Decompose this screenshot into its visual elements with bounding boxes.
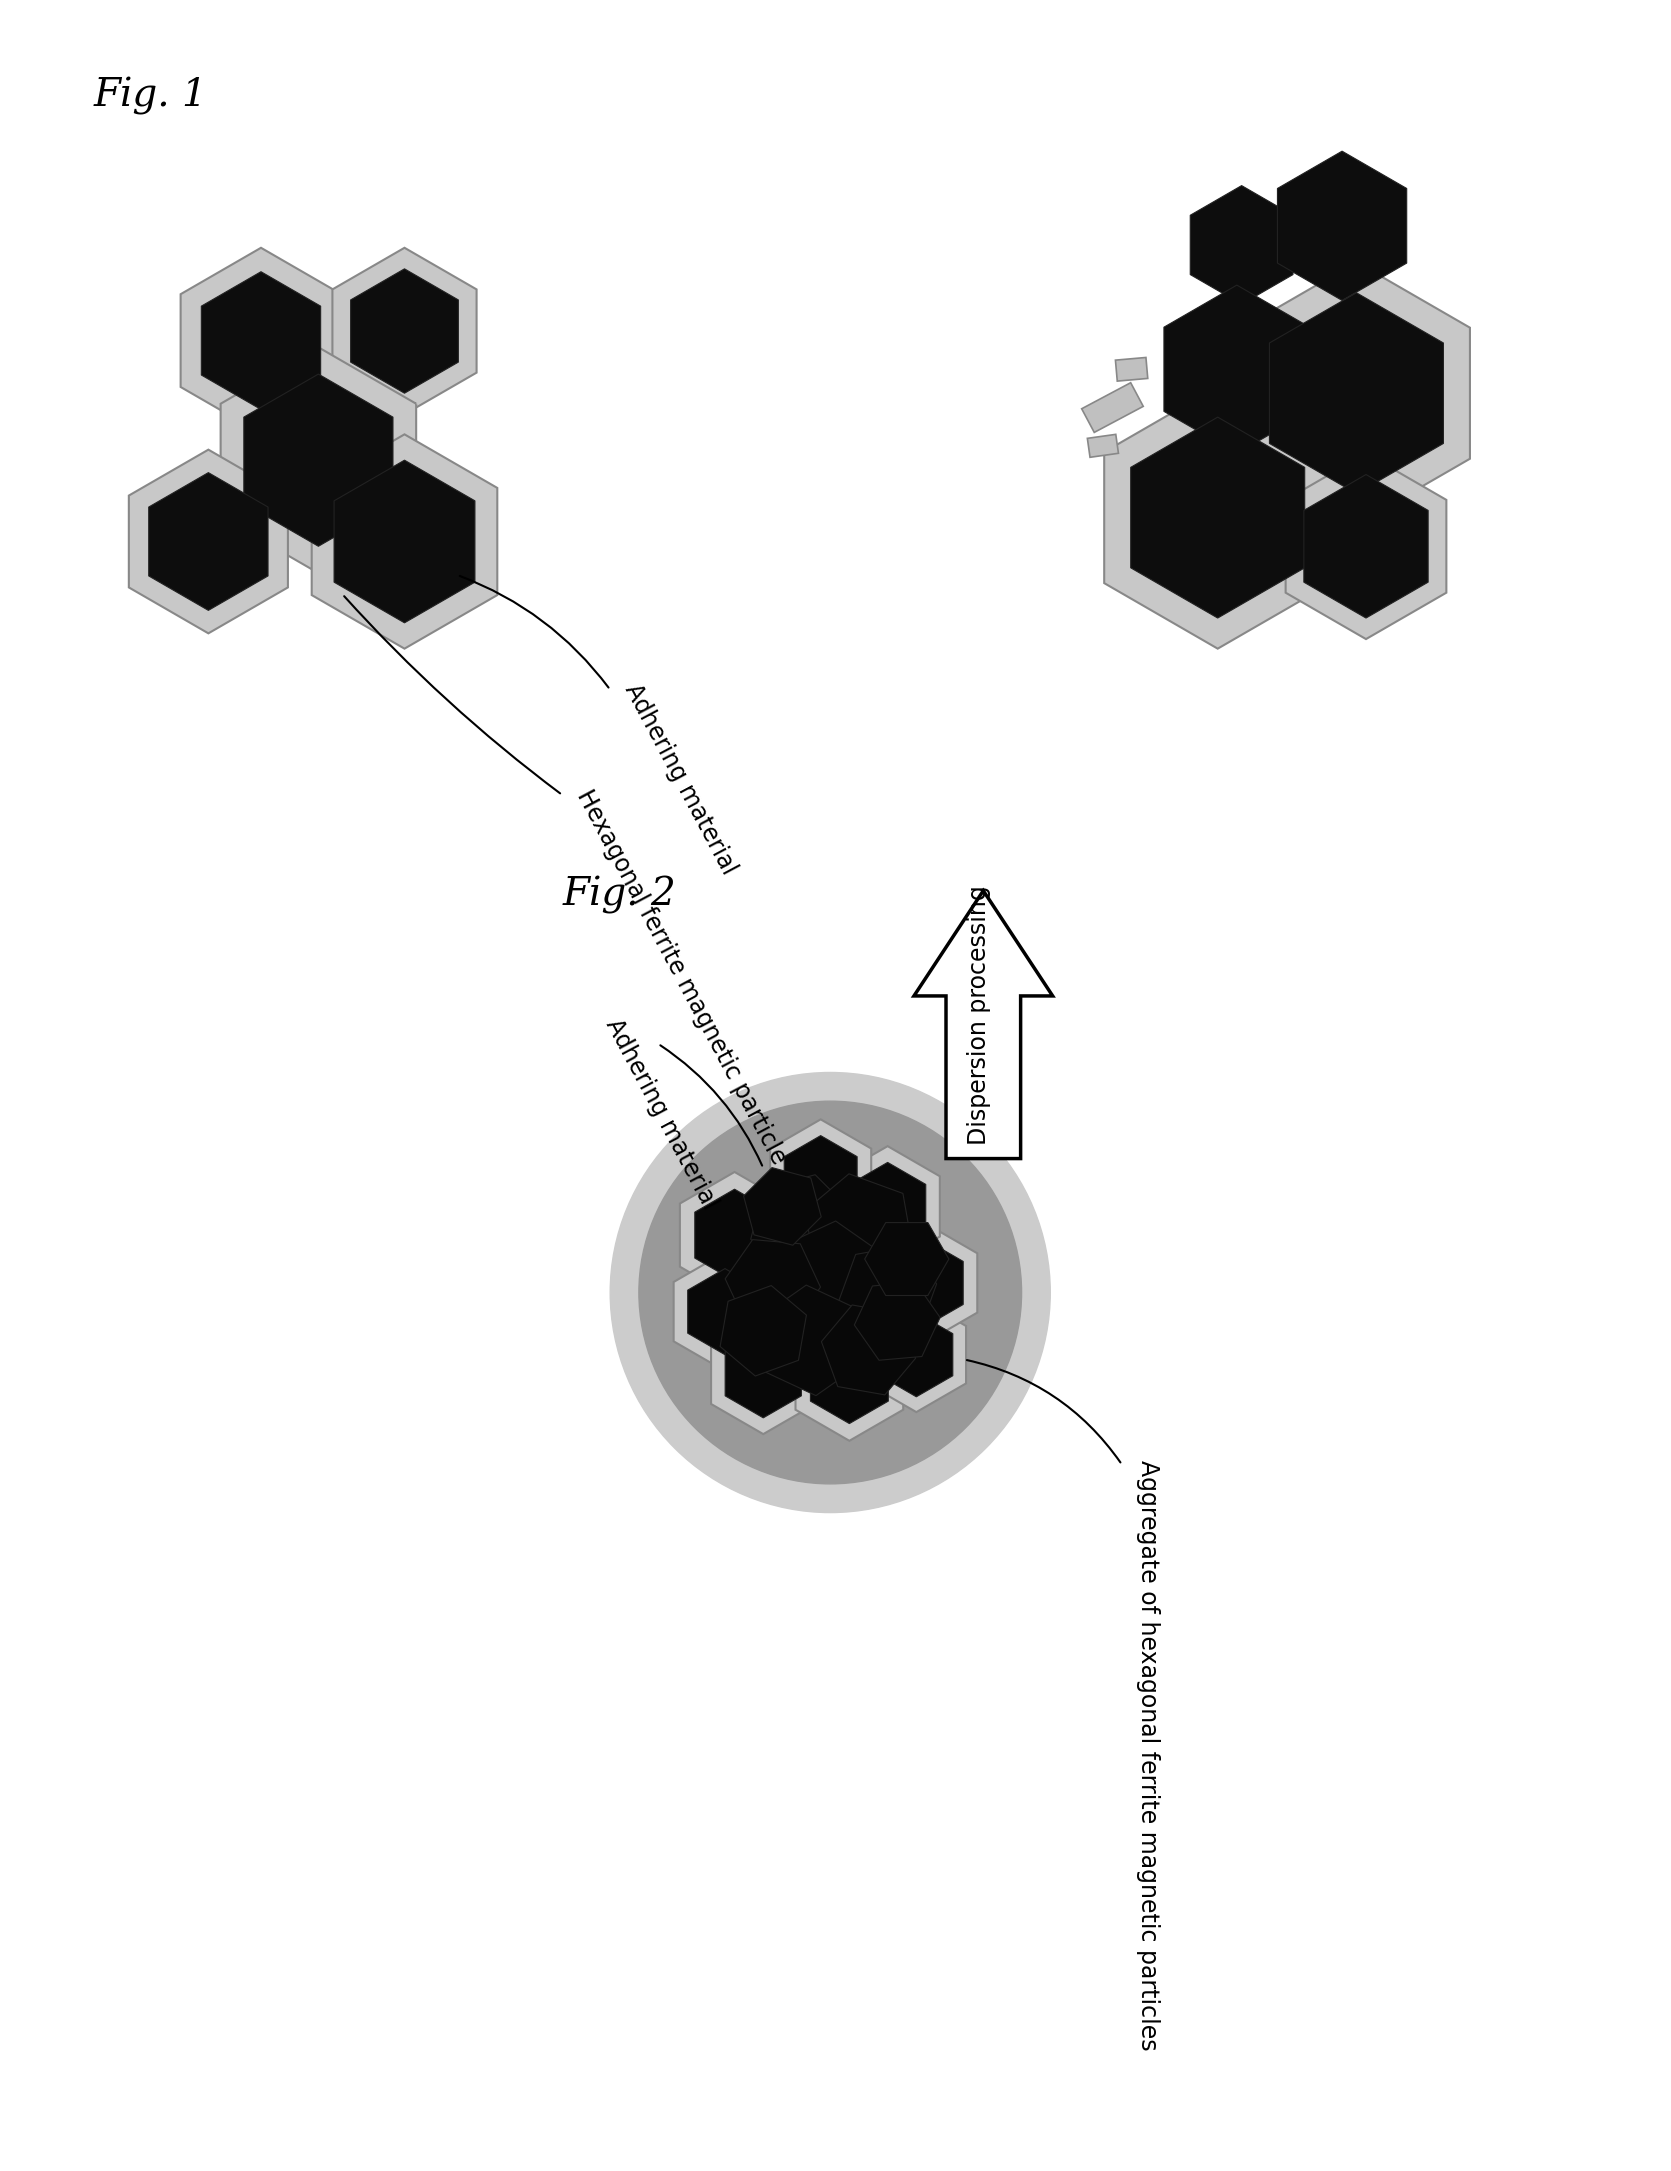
Polygon shape bbox=[720, 1285, 807, 1376]
Polygon shape bbox=[221, 347, 416, 573]
Polygon shape bbox=[849, 1161, 926, 1250]
Polygon shape bbox=[312, 434, 498, 649]
Polygon shape bbox=[1088, 434, 1118, 458]
Polygon shape bbox=[680, 1172, 789, 1298]
Text: Fig. 2: Fig. 2 bbox=[563, 877, 677, 914]
Polygon shape bbox=[201, 271, 321, 410]
Polygon shape bbox=[810, 1333, 889, 1424]
Polygon shape bbox=[795, 1316, 904, 1442]
Polygon shape bbox=[1165, 284, 1310, 454]
Polygon shape bbox=[725, 1331, 802, 1418]
Polygon shape bbox=[1270, 293, 1444, 493]
Polygon shape bbox=[1116, 358, 1148, 382]
Polygon shape bbox=[805, 1175, 912, 1287]
Polygon shape bbox=[334, 460, 475, 623]
Polygon shape bbox=[744, 1168, 820, 1246]
Text: Dispersion processing: Dispersion processing bbox=[966, 886, 991, 1144]
Text: Hexagonal ferrite magnetic particle: Hexagonal ferrite magnetic particle bbox=[571, 786, 790, 1168]
Polygon shape bbox=[244, 373, 393, 547]
Polygon shape bbox=[1243, 263, 1470, 523]
Polygon shape bbox=[725, 1240, 820, 1326]
Polygon shape bbox=[333, 247, 476, 415]
Polygon shape bbox=[1277, 152, 1407, 300]
Polygon shape bbox=[180, 247, 341, 434]
Polygon shape bbox=[1285, 454, 1447, 638]
Text: Fig. 1: Fig. 1 bbox=[94, 78, 207, 115]
Polygon shape bbox=[774, 1220, 887, 1344]
Polygon shape bbox=[712, 1313, 815, 1435]
Polygon shape bbox=[1105, 386, 1332, 649]
Text: Adhering material: Adhering material bbox=[620, 680, 740, 879]
Polygon shape bbox=[760, 1285, 861, 1396]
Polygon shape bbox=[1131, 417, 1305, 619]
Polygon shape bbox=[867, 1298, 966, 1411]
Polygon shape bbox=[839, 1246, 937, 1340]
Polygon shape bbox=[1081, 382, 1143, 432]
Text: Adhering material: Adhering material bbox=[600, 1016, 722, 1214]
Polygon shape bbox=[854, 1283, 941, 1361]
Polygon shape bbox=[129, 449, 287, 634]
Polygon shape bbox=[351, 269, 458, 393]
Text: Aggregate of hexagonal ferrite magnetic particles: Aggregate of hexagonal ferrite magnetic … bbox=[1136, 1459, 1160, 2052]
Polygon shape bbox=[874, 1224, 978, 1342]
Polygon shape bbox=[864, 1222, 949, 1296]
Polygon shape bbox=[836, 1146, 939, 1266]
Polygon shape bbox=[822, 1305, 916, 1396]
Polygon shape bbox=[1303, 475, 1429, 619]
Polygon shape bbox=[673, 1253, 777, 1370]
Polygon shape bbox=[881, 1313, 952, 1396]
Polygon shape bbox=[750, 1175, 852, 1277]
Polygon shape bbox=[770, 1120, 871, 1235]
Polygon shape bbox=[889, 1240, 962, 1326]
Polygon shape bbox=[914, 890, 1053, 1159]
Polygon shape bbox=[695, 1190, 774, 1281]
Polygon shape bbox=[149, 473, 267, 610]
Polygon shape bbox=[784, 1135, 857, 1220]
Polygon shape bbox=[688, 1268, 762, 1355]
Polygon shape bbox=[1190, 185, 1293, 304]
Circle shape bbox=[610, 1072, 1051, 1513]
Circle shape bbox=[638, 1101, 1021, 1483]
